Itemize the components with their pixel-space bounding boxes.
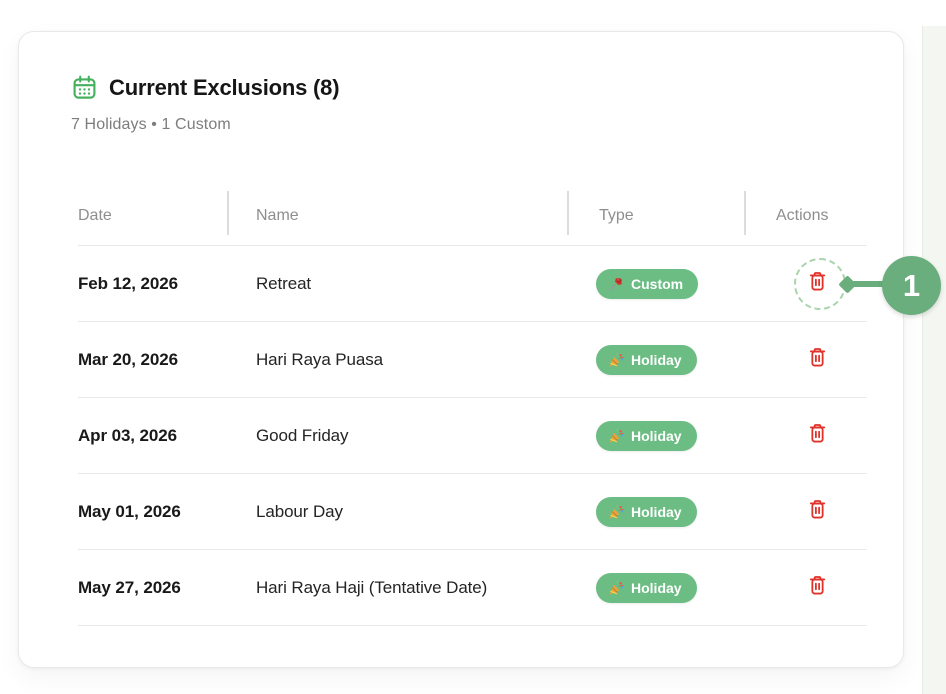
- exclusion-actions-cell: [744, 416, 867, 456]
- table-header-row: Date Name Type Actions: [78, 186, 867, 246]
- callout-line: [850, 281, 890, 287]
- party-popper-icon: [608, 504, 624, 520]
- delete-exclusion-button[interactable]: [797, 340, 837, 380]
- type-badge: Holiday: [596, 496, 697, 527]
- table-row: Apr 03, 2026 Good Friday Holiday: [78, 398, 867, 474]
- exclusion-date: May 27, 2026: [78, 577, 181, 597]
- delete-exclusion-button[interactable]: [797, 416, 837, 456]
- table-row: May 27, 2026 Hari Raya Haji (Tentative D…: [78, 550, 867, 626]
- exclusion-name: Good Friday: [256, 425, 349, 445]
- delete-exclusion-button[interactable]: [797, 492, 837, 532]
- type-badge: Holiday: [596, 420, 697, 451]
- type-badge: Holiday: [596, 572, 697, 603]
- type-badge-label: Holiday: [631, 503, 682, 520]
- type-badge: Custom: [596, 268, 699, 299]
- exclusion-date: Mar 20, 2026: [78, 349, 178, 369]
- type-badge-label: Custom: [631, 275, 684, 292]
- exclusion-name: Labour Day: [256, 501, 343, 521]
- card-subtitle: 7 Holidays • 1 Custom: [71, 116, 231, 133]
- exclusion-type-cell: Holiday: [567, 420, 744, 451]
- table-row: Feb 12, 2026 Retreat: [78, 246, 867, 322]
- exclusion-actions-cell: [744, 568, 867, 608]
- calendar-icon: [71, 74, 98, 101]
- exclusions-table: Date Name Type Actions Feb 12, 2026 Retr…: [78, 186, 867, 626]
- trash-icon: [807, 499, 828, 524]
- type-badge-label: Holiday: [631, 579, 682, 596]
- party-popper-icon: [608, 428, 624, 444]
- right-edge-panel: [922, 26, 946, 694]
- exclusion-actions-cell: [744, 264, 867, 304]
- exclusion-type-cell: Holiday: [567, 572, 744, 603]
- exclusion-date: Feb 12, 2026: [78, 273, 178, 293]
- table-row: May 01, 2026 Labour Day Holiday: [78, 474, 867, 550]
- delete-exclusion-button[interactable]: [797, 568, 837, 608]
- column-header-date: Date: [78, 206, 112, 224]
- exclusion-name: Hari Raya Puasa: [256, 349, 384, 369]
- exclusion-name: Retreat: [256, 273, 312, 293]
- card-header: Current Exclusions (8): [71, 74, 340, 101]
- exclusion-actions-cell: [744, 492, 867, 532]
- type-badge: Holiday: [596, 344, 697, 375]
- delete-exclusion-button[interactable]: [797, 264, 837, 304]
- type-badge-label: Holiday: [631, 427, 682, 444]
- exclusion-actions-cell: [744, 340, 867, 380]
- trash-icon: [807, 271, 828, 296]
- trash-icon: [807, 575, 828, 600]
- party-popper-icon: [608, 352, 624, 368]
- exclusion-type-cell: Holiday: [567, 496, 744, 527]
- exclusion-date: Apr 03, 2026: [78, 425, 177, 445]
- type-badge-label: Holiday: [631, 351, 682, 368]
- column-header-type: Type: [567, 186, 744, 245]
- party-popper-icon: [608, 580, 624, 596]
- table-row: Mar 20, 2026 Hari Raya Puasa Holiday: [78, 322, 867, 398]
- column-header-name: Name: [227, 186, 567, 245]
- exclusion-type-cell: Custom: [567, 268, 744, 299]
- card-title: Current Exclusions (8): [109, 74, 340, 100]
- exclusion-name: Hari Raya Haji (Tentative Date): [256, 577, 488, 597]
- pushpin-icon: [608, 276, 624, 292]
- trash-icon: [807, 423, 828, 448]
- current-exclusions-card: Current Exclusions (8) 7 Holidays • 1 Cu…: [18, 31, 904, 668]
- column-header-actions: Actions: [744, 186, 867, 245]
- exclusion-type-cell: Holiday: [567, 344, 744, 375]
- exclusion-date: May 01, 2026: [78, 501, 181, 521]
- annotation-number-badge: 1: [882, 256, 941, 315]
- trash-icon: [807, 347, 828, 372]
